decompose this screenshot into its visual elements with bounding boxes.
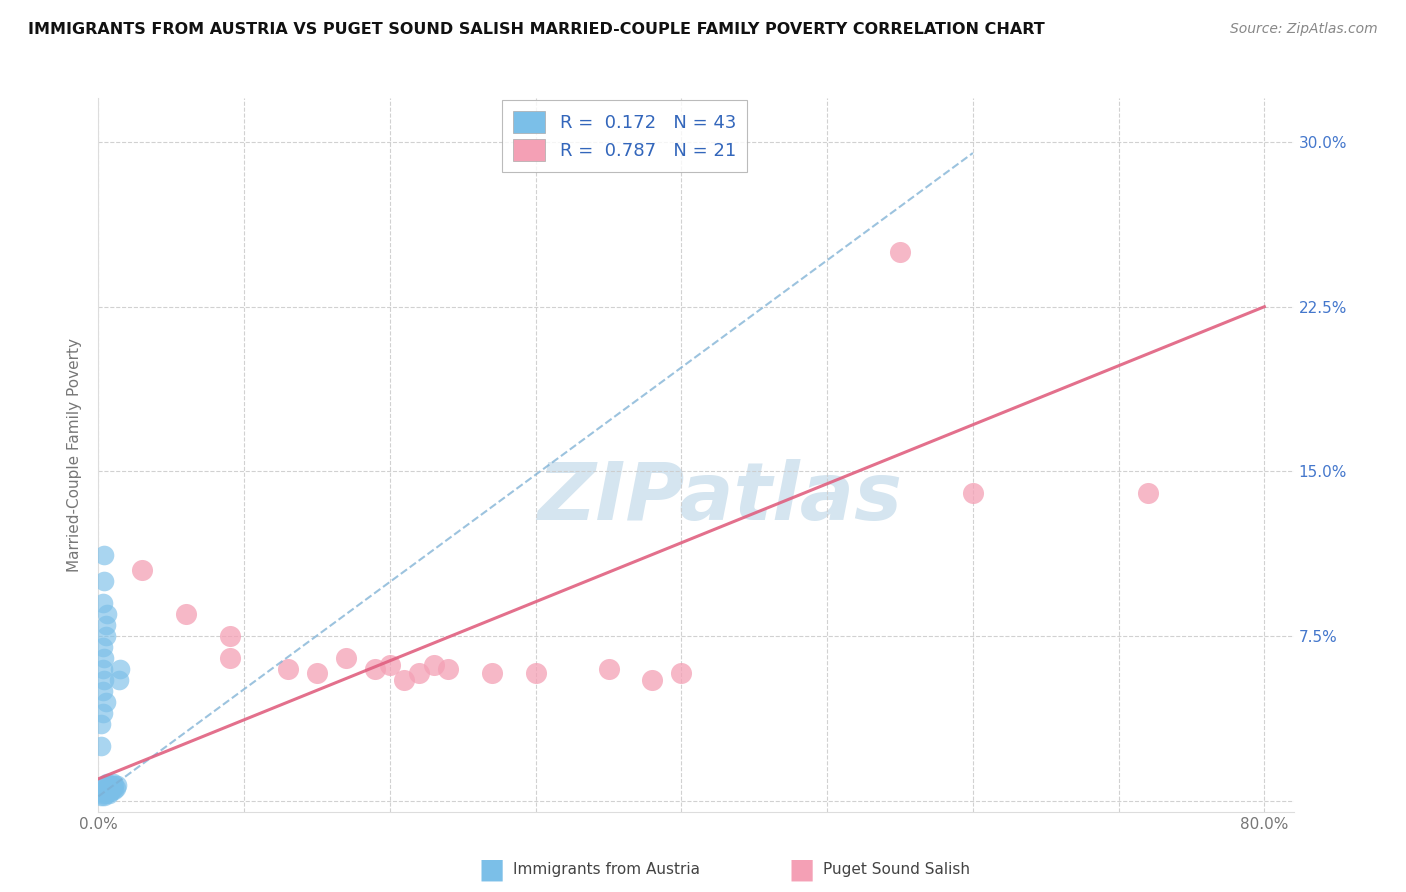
Point (93, 651, 115, 665)
Point (108, 673, 131, 687)
Point (962, 486, 984, 500)
Point (131, 563, 153, 577)
Point (98, 780, 121, 795)
Point (437, 662, 460, 676)
Point (103, 782, 125, 797)
Point (100, 778, 122, 792)
Point (93, 673, 115, 687)
Point (96, 785, 118, 799)
Point (96, 607, 118, 621)
Text: ■: ■ (479, 855, 505, 884)
Point (422, 657, 444, 672)
Point (641, 673, 664, 687)
Point (524, 666, 547, 681)
Point (91, 596, 114, 610)
Text: IMMIGRANTS FROM AUSTRIA VS PUGET SOUND SALISH MARRIED-COUPLE FAMILY POVERTY CORR: IMMIGRANTS FROM AUSTRIA VS PUGET SOUND S… (28, 22, 1045, 37)
Point (90, 785, 112, 799)
Text: Immigrants from Austria: Immigrants from Austria (513, 863, 700, 877)
Point (93, 548, 115, 562)
Point (101, 776, 124, 790)
Point (93, 574, 115, 589)
Point (97, 787, 120, 801)
Point (174, 607, 197, 621)
Point (91, 662, 114, 676)
Point (218, 651, 240, 665)
Point (94, 695, 117, 709)
Point (94, 782, 117, 797)
Point (97, 782, 120, 797)
Point (394, 673, 416, 687)
Point (94, 787, 117, 801)
Point (364, 662, 387, 676)
Point (96, 780, 118, 795)
Legend: R =  0.172   N = 43, R =  0.787   N = 21: R = 0.172 N = 43, R = 0.787 N = 21 (502, 100, 747, 172)
Y-axis label: Married-Couple Family Poverty: Married-Couple Family Poverty (67, 338, 83, 572)
Point (94, 778, 117, 792)
Point (96, 776, 118, 790)
Point (93, 789, 115, 804)
Point (598, 662, 620, 676)
Point (90, 739, 112, 753)
Text: ZIPatlas: ZIPatlas (537, 458, 903, 537)
Point (378, 657, 401, 672)
Point (98, 785, 121, 799)
Point (100, 782, 122, 797)
Point (91, 706, 114, 720)
Point (103, 778, 125, 792)
Point (93, 785, 115, 799)
Point (94, 629, 117, 643)
Point (1136, 486, 1159, 500)
Text: Puget Sound Salish: Puget Sound Salish (823, 863, 970, 877)
Point (93, 780, 115, 795)
Point (889, 244, 911, 259)
Point (105, 778, 128, 792)
Point (91, 684, 114, 698)
Point (110, 662, 132, 676)
Point (104, 780, 127, 795)
Text: Source: ZipAtlas.com: Source: ZipAtlas.com (1230, 22, 1378, 37)
Point (671, 666, 693, 681)
Point (218, 629, 240, 643)
Point (91, 782, 114, 797)
Point (90, 789, 112, 804)
Point (90, 717, 112, 731)
Point (277, 662, 299, 676)
Point (305, 666, 328, 681)
Point (97, 778, 120, 792)
Text: ■: ■ (789, 855, 814, 884)
Point (91, 787, 114, 801)
Point (408, 666, 430, 681)
Point (91, 640, 114, 654)
Point (481, 666, 503, 681)
Point (335, 651, 357, 665)
Point (101, 780, 124, 795)
Point (94, 618, 117, 632)
